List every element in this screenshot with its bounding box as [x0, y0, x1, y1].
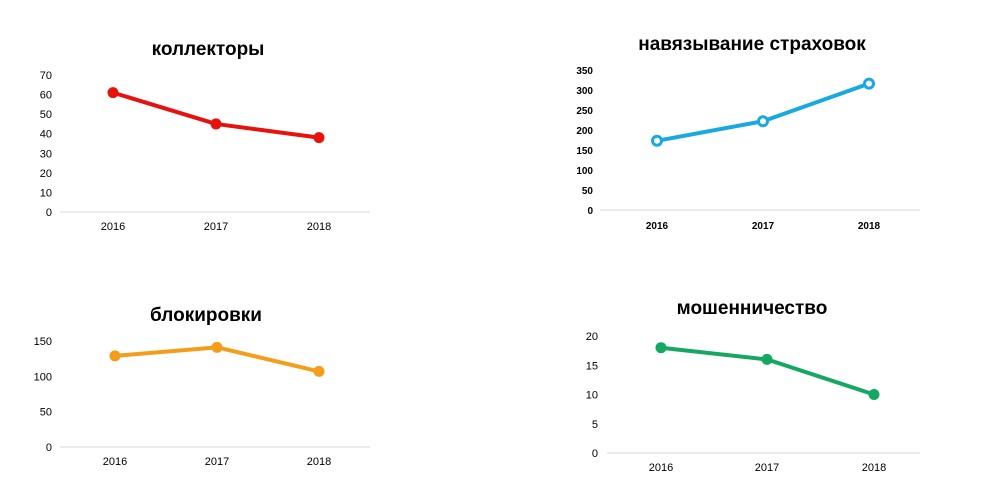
y-tick-label: 150	[576, 146, 593, 157]
data-point	[211, 341, 223, 353]
chart-title: навязывание страховок	[638, 34, 866, 55]
x-tick-label: 2017	[205, 456, 229, 468]
chart-blockings: блокировки 0 50 100 150 2016 2017 2018	[34, 305, 370, 468]
y-tick-label: 50	[40, 109, 52, 121]
y-tick-label: 50	[582, 186, 594, 197]
y-tick-label: 0	[46, 207, 52, 219]
chart-title: мошенничество	[677, 298, 828, 319]
y-tick-label: 40	[40, 129, 52, 141]
y-tick-label: 10	[40, 187, 52, 199]
x-tick-label: 2017	[755, 462, 779, 474]
data-point	[863, 77, 875, 90]
x-tick-label: 2016	[649, 462, 673, 474]
chart-insurance-imposition: навязывание страховок 0 50 100 150 200 250 300…	[576, 34, 920, 232]
chart-title: коллекторы	[152, 39, 265, 60]
data-point	[313, 365, 325, 377]
y-tick-label: 150	[34, 336, 52, 348]
data-point	[210, 118, 222, 130]
chart-fraud: мошенничество 0 5 10 15 20 2016 2017 2018	[586, 298, 920, 474]
y-tick-label: 350	[576, 66, 593, 77]
x-tick-label: 2016	[103, 456, 127, 468]
data-point	[107, 87, 119, 99]
data-point	[651, 134, 663, 147]
data-point	[868, 389, 880, 400]
y-tick-label: 200	[576, 126, 593, 137]
x-tick-label: 2016	[646, 221, 669, 232]
chart-title: блокировки	[150, 305, 262, 326]
y-tick-label: 30	[40, 148, 52, 160]
data-point	[761, 353, 773, 365]
x-tick-label: 2018	[862, 462, 886, 474]
x-tick-label: 2017	[204, 221, 228, 233]
y-tick-label: 70	[40, 70, 52, 82]
data-point	[757, 115, 769, 128]
y-tick-label: 5	[592, 419, 598, 431]
x-tick-label: 2016	[101, 221, 125, 233]
y-tick-label: 60	[40, 90, 52, 102]
y-tick-label: 300	[576, 86, 593, 97]
y-tick-label: 100	[34, 371, 52, 383]
y-tick-label: 20	[586, 331, 598, 343]
data-point	[109, 350, 121, 362]
y-tick-label: 0	[587, 206, 593, 217]
y-tick-label: 100	[576, 166, 593, 177]
chart-collectors: коллекторы 0 10 20 30 40 50 60 70 2016 2017 2018	[40, 39, 370, 233]
x-tick-label: 2018	[307, 221, 331, 233]
y-tick-label: 10	[586, 390, 598, 402]
data-point	[655, 342, 667, 354]
y-tick-label: 250	[576, 106, 593, 117]
data-point	[313, 132, 325, 144]
y-tick-label: 0	[592, 448, 598, 460]
x-tick-label: 2018	[858, 221, 881, 232]
series-line	[111, 90, 321, 140]
x-tick-label: 2018	[307, 456, 331, 468]
x-tick-label: 2017	[752, 221, 775, 232]
y-tick-label: 0	[46, 442, 52, 454]
y-tick-label: 15	[586, 360, 598, 372]
y-tick-label: 50	[40, 407, 52, 419]
y-tick-label: 20	[40, 168, 52, 180]
series-line	[655, 81, 871, 143]
